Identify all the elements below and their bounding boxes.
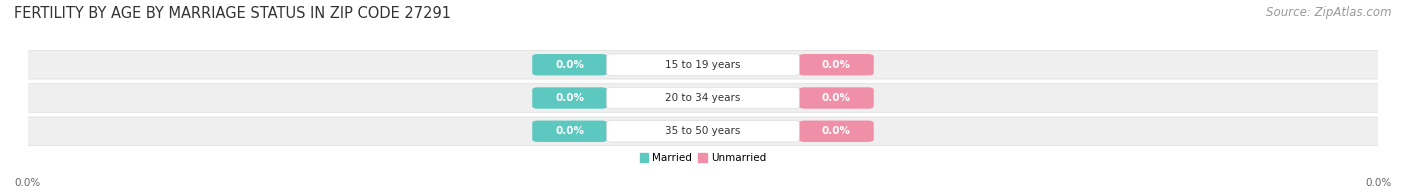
Text: 0.0%: 0.0% <box>821 126 851 136</box>
Text: 0.0%: 0.0% <box>821 93 851 103</box>
FancyBboxPatch shape <box>20 117 1386 146</box>
FancyBboxPatch shape <box>533 87 607 109</box>
Text: 35 to 50 years: 35 to 50 years <box>665 126 741 136</box>
Text: 0.0%: 0.0% <box>555 93 585 103</box>
Text: FERTILITY BY AGE BY MARRIAGE STATUS IN ZIP CODE 27291: FERTILITY BY AGE BY MARRIAGE STATUS IN Z… <box>14 6 451 21</box>
FancyBboxPatch shape <box>606 54 800 75</box>
Text: 0.0%: 0.0% <box>1365 178 1392 188</box>
Text: 0.0%: 0.0% <box>555 60 585 70</box>
Text: 15 to 19 years: 15 to 19 years <box>665 60 741 70</box>
FancyBboxPatch shape <box>606 121 800 142</box>
FancyBboxPatch shape <box>20 50 1386 79</box>
Text: Source: ZipAtlas.com: Source: ZipAtlas.com <box>1267 6 1392 19</box>
FancyBboxPatch shape <box>799 87 873 109</box>
FancyBboxPatch shape <box>606 87 800 109</box>
FancyBboxPatch shape <box>799 54 873 75</box>
Text: 20 to 34 years: 20 to 34 years <box>665 93 741 103</box>
FancyBboxPatch shape <box>20 84 1386 112</box>
Text: 0.0%: 0.0% <box>821 60 851 70</box>
FancyBboxPatch shape <box>799 121 873 142</box>
Text: 0.0%: 0.0% <box>555 126 585 136</box>
FancyBboxPatch shape <box>533 121 607 142</box>
Text: 0.0%: 0.0% <box>14 178 41 188</box>
FancyBboxPatch shape <box>533 54 607 75</box>
Legend: Married, Unmarried: Married, Unmarried <box>636 149 770 167</box>
